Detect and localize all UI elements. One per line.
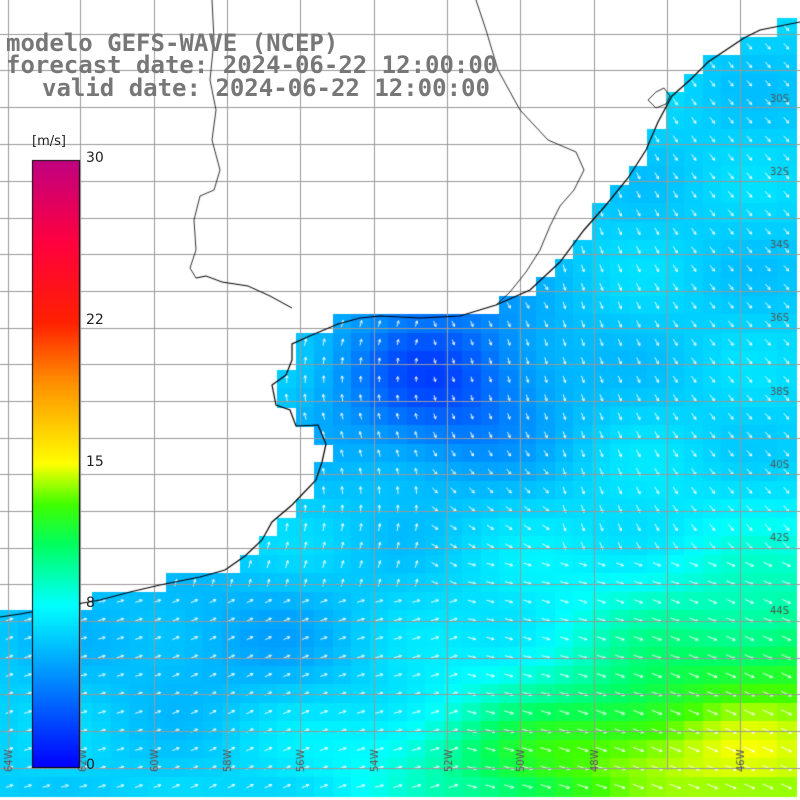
colorbar-tick-label: 0 <box>86 757 95 773</box>
colorbar-unit-label: [m/s] <box>32 134 66 149</box>
valid-date-label: valid date: 2024-06-22 12:00:00 <box>42 74 490 102</box>
model-title: modelo GEFS-WAVE (NCEP) <box>6 29 339 57</box>
colorbar-tick-label: 15 <box>86 454 104 470</box>
colorbar-tick-label: 22 <box>86 312 104 328</box>
colorbar-tick-label: 8 <box>86 595 95 611</box>
colorbar-tick-label: 30 <box>86 150 104 166</box>
forecast-date-label: forecast date: 2024-06-22 12:00:00 <box>6 51 498 79</box>
